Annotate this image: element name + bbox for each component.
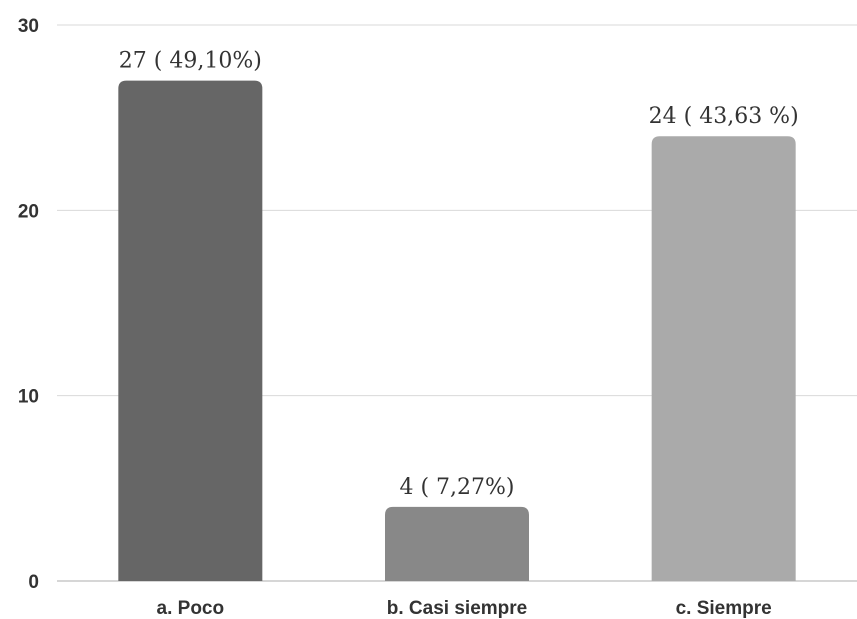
x-tick-label: b. Casi siempre [387, 598, 527, 619]
x-tick-label: a. Poco [157, 598, 225, 619]
data-labels: 27 ( 49,10%) 4 ( 7,27%) 24 ( 43,63 %) [119, 49, 799, 500]
x-tick-label: c. Siempre [676, 598, 772, 619]
y-tick-label: 20 [18, 201, 39, 222]
y-tick-label: 30 [18, 16, 39, 37]
data-label: 27 ( 49,10%) [119, 49, 262, 74]
bar [385, 506, 529, 581]
y-tick-label: 0 [28, 572, 39, 593]
bars [118, 80, 796, 581]
y-tick-label: 10 [18, 387, 39, 408]
data-label: 4 ( 7,27%) [399, 475, 514, 500]
y-axis-tick-labels: 0 10 20 30 [18, 16, 39, 593]
x-axis-tick-labels: a. Poco b. Casi siempre c. Siempre [157, 598, 772, 619]
bar [651, 136, 796, 581]
data-label: 24 ( 43,63 %) [649, 104, 799, 129]
bar [118, 80, 263, 581]
